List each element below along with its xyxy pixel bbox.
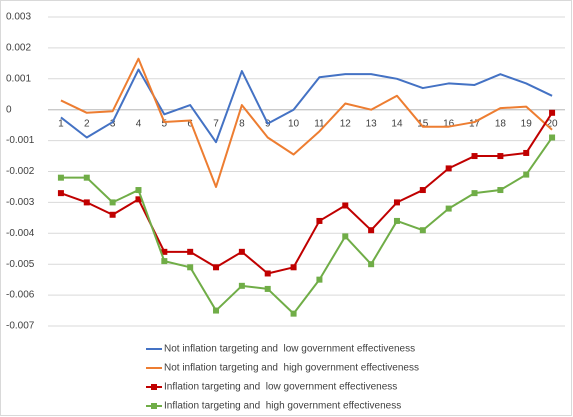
point-marker	[213, 307, 220, 314]
point-marker	[238, 248, 245, 255]
series-line	[60, 112, 553, 275]
point-marker	[316, 217, 323, 224]
x-tick-label: 14	[391, 118, 403, 129]
point-marker	[213, 264, 220, 271]
legend-label: Not inflation targeting and low governme…	[164, 344, 415, 355]
point-marker	[342, 233, 349, 240]
point-marker	[83, 174, 90, 181]
series-line	[60, 136, 553, 315]
x-tick-label: 20	[547, 118, 559, 129]
point-marker	[368, 227, 375, 234]
x-tick-label: 1	[58, 118, 64, 129]
point-marker	[523, 149, 530, 156]
point-marker	[109, 199, 116, 206]
point-marker	[419, 187, 426, 194]
x-tick-label: 19	[521, 118, 533, 129]
y-tick-label: -0.002	[6, 166, 35, 177]
point-marker	[83, 199, 90, 206]
y-tick-label: 0.001	[6, 73, 31, 84]
point-marker	[161, 258, 168, 265]
x-tick-label: 12	[340, 118, 352, 129]
series-line	[60, 68, 553, 144]
point-marker	[497, 153, 504, 160]
point-marker	[290, 310, 297, 317]
point-marker	[290, 264, 297, 271]
point-marker	[264, 270, 271, 277]
y-tick-label: -0.004	[6, 228, 35, 239]
legend-marker	[151, 384, 157, 390]
y-tick-label: -0.007	[6, 321, 35, 332]
x-tick-label: 16	[443, 118, 455, 129]
x-tick-label: 15	[417, 118, 429, 129]
point-marker	[497, 187, 504, 194]
legend-label: Not inflation targeting and high governm…	[164, 363, 419, 374]
x-tick-label: 18	[495, 118, 507, 129]
legend-marker	[151, 403, 157, 409]
y-tick-label: 0.002	[6, 43, 31, 54]
point-marker	[419, 227, 426, 234]
point-marker	[471, 190, 478, 197]
point-marker	[57, 174, 64, 181]
x-tick-label: 2	[84, 118, 90, 129]
y-tick-label: -0.006	[6, 290, 35, 301]
y-tick-label: -0.001	[6, 135, 35, 146]
point-marker	[342, 202, 349, 209]
point-marker	[264, 285, 271, 292]
point-marker	[135, 196, 142, 203]
point-marker	[135, 187, 142, 194]
point-marker	[393, 217, 400, 224]
point-marker	[549, 134, 556, 141]
y-tick-label: 0.003	[6, 12, 31, 23]
x-tick-label: 13	[366, 118, 378, 129]
point-marker	[187, 248, 194, 255]
x-tick-label: 6	[187, 118, 193, 129]
point-marker	[523, 171, 530, 178]
point-marker	[109, 211, 116, 218]
point-marker	[549, 109, 556, 116]
point-marker	[238, 282, 245, 289]
x-tick-label: 8	[239, 118, 245, 129]
point-marker	[393, 199, 400, 206]
legend-label: Inflation targeting and high government …	[164, 401, 401, 412]
x-tick-label: 3	[110, 118, 116, 129]
x-tick-label: 4	[136, 118, 142, 129]
y-tick-label: -0.003	[6, 197, 35, 208]
x-tick-label: 10	[288, 118, 300, 129]
point-marker	[368, 261, 375, 268]
point-marker	[161, 248, 168, 255]
point-marker	[187, 264, 194, 271]
point-marker	[445, 165, 452, 172]
x-tick-label: 7	[213, 118, 219, 129]
x-tick-label: 11	[314, 118, 325, 129]
x-tick-label: 17	[469, 118, 481, 129]
point-marker	[445, 205, 452, 212]
point-marker	[316, 276, 323, 283]
point-marker	[57, 190, 64, 197]
y-tick-label: 0	[6, 104, 12, 115]
y-tick-label: -0.005	[6, 259, 35, 270]
series-line	[60, 57, 553, 188]
legend-label: Inflation targeting and low government e…	[164, 382, 397, 393]
point-marker	[471, 153, 478, 160]
x-tick-label: 5	[162, 118, 168, 129]
